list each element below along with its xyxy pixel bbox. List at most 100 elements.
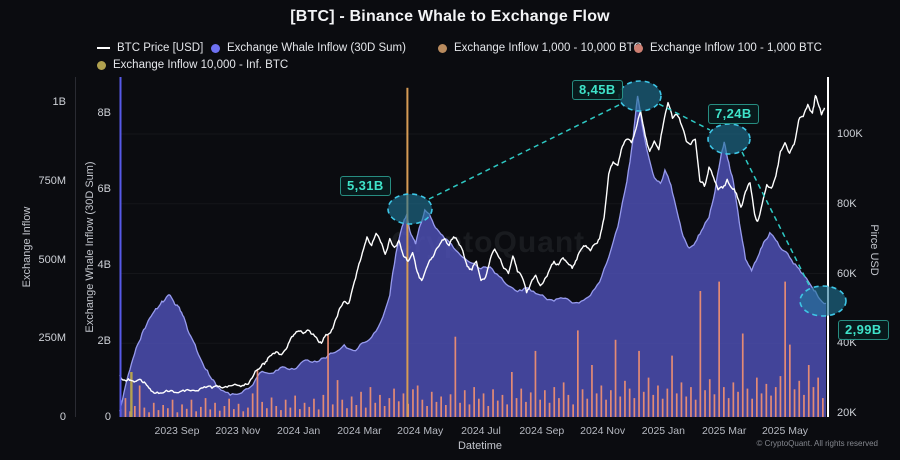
inflow-bar-100-1000 (581, 389, 584, 417)
inflow-bar-100-1000 (506, 404, 508, 417)
inflow-bar-100-1000 (270, 397, 273, 417)
legend-label: Exchange Inflow 10,000 - Inf. BTC (113, 59, 289, 71)
inflow-bar-100-1000 (402, 393, 405, 417)
inflow-bar-100-1000 (374, 402, 377, 417)
legend-label: Exchange Inflow 100 - 1,000 BTC (650, 42, 822, 54)
x-tick-label: 2024 Jan (276, 425, 321, 437)
inflow-bar-100-1000 (779, 376, 782, 417)
inflow-bar-100-1000 (624, 380, 626, 417)
y-tick-label: 250M (38, 332, 66, 345)
inflow-bar-100-1000 (204, 398, 207, 417)
inflow-bar-100-1000 (228, 398, 230, 417)
inflow-bar-100-1000 (633, 398, 636, 417)
inflow-bar-100-1000 (492, 389, 494, 417)
inflow-bar-100-1000 (605, 399, 607, 417)
inflow-bar-100-1000 (299, 409, 301, 417)
axis-title-price-usd: Pirce USD (868, 224, 880, 276)
inflow-bar-100-1000 (247, 407, 249, 417)
inflow-bar-100-1000 (647, 377, 650, 417)
inflow-bar-100-1000 (421, 399, 424, 417)
y-tick-label: 1B (52, 96, 66, 108)
y-tick-label: 8B (97, 107, 111, 119)
annotation-connector (428, 103, 622, 200)
inflow-bar-100-1000 (619, 396, 622, 417)
inflow-bar-100-1000 (562, 382, 565, 417)
legend-item-3[interactable]: Exchange Inflow 100 - 1,000 BTC (634, 41, 822, 55)
inflow-bar-100-1000 (770, 395, 772, 417)
inflow-bar-100-1000 (760, 393, 763, 417)
inflow-bar-100-1000 (600, 385, 603, 417)
inflow-bar-100-1000 (577, 330, 579, 417)
inflow-bar-100-1000 (501, 394, 504, 417)
inflow-bar-100-1000 (680, 382, 683, 417)
y-tick-label: 6B (97, 183, 111, 195)
whale-inflow-area (119, 95, 827, 418)
inflow-bar-100-1000 (482, 393, 485, 417)
inflow-bar-100-1000 (610, 390, 612, 417)
inflow-bar-100-1000 (723, 387, 725, 417)
inflow-bar-100-1000 (807, 365, 810, 417)
x-tick-label: 2023 Sep (154, 425, 200, 437)
inflow-bar-100-1000 (379, 394, 381, 417)
y-tick-label: 4B (97, 259, 111, 271)
inflow-bar-100-1000 (718, 281, 720, 417)
inflow-bar-100-1000 (218, 410, 221, 417)
legend-item-2[interactable]: Exchange Inflow 1,000 - 10,000 BTC (438, 41, 642, 55)
inflow-bar-100-1000 (558, 398, 560, 417)
inflow-bar-100-1000 (657, 385, 659, 417)
y-tick-label: 2B (97, 335, 111, 347)
inflow-bar-100-1000 (369, 387, 372, 417)
inflow-bar-100-1000 (741, 333, 744, 417)
inflow-bar-100-1000 (661, 398, 664, 417)
inflow-bar-100-1000 (520, 388, 523, 417)
x-tick-label: 2024 Nov (580, 425, 626, 437)
inflow-bar-100-1000 (242, 411, 245, 417)
annotation-ellipse (707, 123, 751, 155)
inflow-bar-100-1000 (322, 394, 325, 417)
inflow-bar-100-1000 (233, 409, 235, 417)
inflow-bar-100-1000 (303, 402, 306, 417)
annotation-ellipse (799, 285, 847, 317)
inflow-bar-100-1000 (134, 406, 136, 417)
x-tick-label: 2024 Sep (519, 425, 565, 437)
inflow-bar-100-1000 (473, 387, 475, 417)
annotation-connector (741, 151, 811, 288)
inflow-bar-100-1000 (138, 385, 141, 417)
inflow-bar-100-1000 (200, 406, 202, 417)
axis-title-datetime: Datetime (457, 440, 503, 452)
x-tick-label: 2025 Mar (702, 425, 747, 437)
x-tick-label: 2025 May (761, 425, 809, 437)
inflow-bar-100-1000 (364, 407, 367, 417)
inflow-bar-10000-inf (130, 372, 133, 417)
inflow-bar-100-1000 (704, 390, 706, 417)
inflow-bar-100-1000 (251, 393, 254, 417)
y-tick-label: 80K (837, 197, 857, 210)
inflow-bar-100-1000 (148, 412, 150, 417)
inflow-bar-100-1000 (694, 399, 697, 417)
inflow-bar-100-1000 (553, 387, 556, 417)
y-tick-label: 750M (38, 174, 66, 187)
inflow-bar-100-1000 (539, 399, 541, 417)
inflow-bar-100-1000 (416, 385, 419, 417)
inflow-bar-100-1000 (737, 391, 739, 417)
inflow-bar-100-1000 (548, 402, 551, 417)
inflow-bar-100-1000 (732, 382, 735, 417)
inflow-bar-100-1000 (275, 406, 278, 417)
inflow-bar-100-1000 (463, 390, 466, 417)
legend-item-0[interactable]: BTC Price [USD] (97, 41, 203, 55)
inflow-bar-100-1000 (327, 335, 329, 417)
inflow-bar-100-1000 (280, 410, 282, 417)
inflow-bar-100-1000 (341, 399, 344, 417)
legend-item-1[interactable]: Exchange Whale Inflow (30D Sum) (211, 41, 406, 55)
inflow-bar-100-1000 (181, 404, 183, 417)
inflow-bar-100-1000 (152, 402, 155, 417)
inflow-bar-100-1000 (638, 350, 640, 417)
inflow-bar-100-1000 (793, 389, 796, 417)
inflow-bar-100-1000 (652, 394, 655, 417)
legend-item-4[interactable]: Exchange Inflow 10,000 - Inf. BTC (97, 58, 288, 72)
inflow-bar-100-1000 (261, 401, 263, 417)
inflow-bar-100-1000 (237, 403, 240, 417)
inflow-bar-100-1000 (256, 369, 259, 418)
